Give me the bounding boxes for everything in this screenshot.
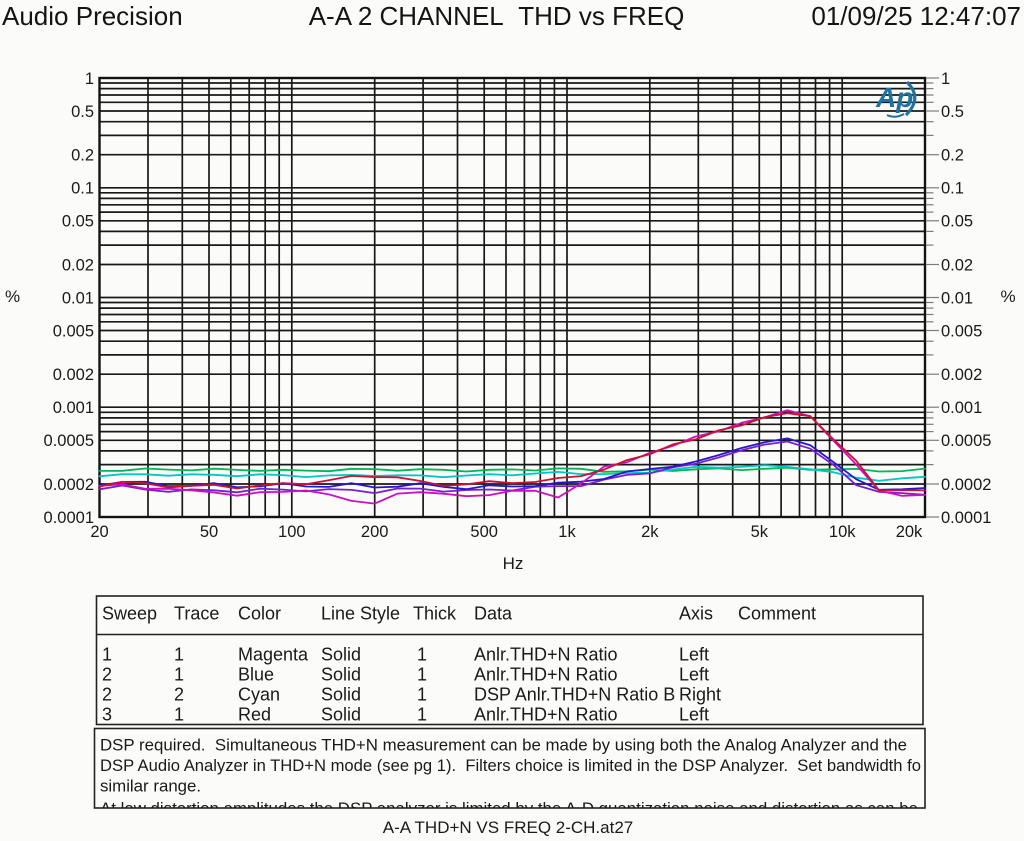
svg-text:1: 1	[417, 685, 427, 705]
svg-text:Anlr.THD+N Ratio: Anlr.THD+N Ratio	[474, 645, 618, 665]
svg-text:Color: Color	[238, 604, 281, 624]
svg-text:0.0005: 0.0005	[941, 432, 991, 450]
svg-text:200: 200	[361, 523, 389, 541]
svg-text:0.1: 0.1	[71, 180, 94, 198]
svg-text:1: 1	[102, 645, 112, 665]
svg-text:0.05: 0.05	[62, 213, 94, 231]
svg-text:20: 20	[90, 523, 108, 541]
svg-text:3: 3	[102, 705, 112, 725]
svg-text:%: %	[5, 287, 20, 306]
svg-text:DSP Audio Analyzer in THD+N mo: DSP Audio Analyzer in THD+N mode (see pg…	[100, 756, 921, 775]
svg-text:%: %	[1000, 287, 1015, 306]
svg-text:0.0002: 0.0002	[941, 476, 991, 494]
svg-text:At low distortion amplitudes t: At low distortion amplitudes the DSP ana…	[100, 799, 918, 818]
svg-text:DSP required. Simultaneous TH: DSP required. Simultaneous THD+N measure…	[100, 736, 907, 755]
svg-text:Trace: Trace	[174, 604, 219, 624]
svg-text:0.5: 0.5	[71, 103, 94, 121]
svg-text:Left: Left	[679, 645, 709, 665]
svg-text:0.002: 0.002	[53, 366, 94, 384]
svg-text:10k: 10k	[829, 523, 856, 541]
svg-text:Anlr.THD+N Ratio: Anlr.THD+N Ratio	[474, 665, 618, 685]
svg-text:0.001: 0.001	[941, 399, 982, 417]
svg-text:1: 1	[417, 665, 427, 685]
svg-text:Data: Data	[474, 604, 513, 624]
svg-text:Blue: Blue	[238, 665, 274, 685]
svg-text:Solid: Solid	[321, 665, 361, 685]
svg-text:20k: 20k	[896, 523, 923, 541]
svg-text:0.005: 0.005	[53, 322, 94, 340]
svg-text:0.0002: 0.0002	[44, 476, 94, 494]
svg-text:Ap: Ap	[875, 82, 913, 113]
svg-text:1: 1	[417, 705, 427, 725]
svg-text:A-A THD+N VS FREQ 2-CH.at27: A-A THD+N VS FREQ 2-CH.at27	[383, 818, 634, 837]
svg-text:Left: Left	[679, 705, 709, 725]
svg-text:0.01: 0.01	[941, 289, 973, 307]
svg-text:0.2: 0.2	[71, 147, 94, 165]
svg-text:0.0005: 0.0005	[44, 432, 94, 450]
svg-text:50: 50	[200, 523, 218, 541]
svg-text:500: 500	[470, 523, 498, 541]
svg-text:2k: 2k	[641, 523, 659, 541]
svg-text:similar range.: similar range.	[100, 777, 201, 796]
svg-text:0.02: 0.02	[62, 256, 94, 274]
svg-text:1: 1	[174, 705, 184, 725]
svg-text:1k: 1k	[558, 523, 576, 541]
svg-text:0.002: 0.002	[941, 366, 982, 384]
svg-text:1: 1	[417, 645, 427, 665]
svg-text:Cyan: Cyan	[238, 685, 280, 705]
svg-text:1: 1	[85, 70, 94, 88]
svg-text:Solid: Solid	[321, 645, 361, 665]
svg-text:0.01: 0.01	[62, 289, 94, 307]
svg-text:Hz: Hz	[503, 554, 524, 573]
svg-text:Line Style: Line Style	[321, 604, 400, 624]
svg-text:1: 1	[174, 645, 184, 665]
svg-text:2: 2	[102, 665, 112, 685]
svg-text:0.5: 0.5	[941, 103, 964, 121]
svg-text:0.2: 0.2	[941, 147, 964, 165]
svg-text:01/09/25 12:47:07: 01/09/25 12:47:07	[811, 1, 1021, 31]
svg-text:Anlr.THD+N Ratio: Anlr.THD+N Ratio	[474, 705, 618, 725]
svg-text:Comment: Comment	[738, 604, 816, 624]
svg-text:2: 2	[174, 685, 184, 705]
svg-text:5k: 5k	[751, 523, 769, 541]
svg-text:2: 2	[102, 685, 112, 705]
svg-text:Magenta: Magenta	[238, 645, 309, 665]
svg-text:100: 100	[278, 523, 306, 541]
svg-text:0.02: 0.02	[941, 256, 973, 274]
svg-text:0.05: 0.05	[941, 213, 973, 231]
svg-text:0.0001: 0.0001	[941, 509, 991, 527]
svg-text:Sweep: Sweep	[102, 604, 157, 624]
svg-text:1: 1	[174, 665, 184, 685]
svg-text:Red: Red	[238, 705, 271, 725]
svg-text:0.005: 0.005	[941, 322, 982, 340]
svg-text:DSP Anlr.THD+N Ratio B: DSP Anlr.THD+N Ratio B	[474, 685, 675, 705]
svg-text:0.1: 0.1	[941, 180, 964, 198]
svg-text:Thick: Thick	[413, 604, 457, 624]
svg-text:Axis: Axis	[679, 604, 713, 624]
svg-text:1: 1	[941, 70, 950, 88]
svg-text:Left: Left	[679, 665, 709, 685]
svg-text:Solid: Solid	[321, 705, 361, 725]
svg-text:A-A 2 CHANNEL THD vs FREQ: A-A 2 CHANNEL THD vs FREQ	[309, 1, 685, 31]
svg-text:0.0001: 0.0001	[44, 509, 94, 527]
svg-text:Right: Right	[679, 685, 721, 705]
svg-text:Audio Precision: Audio Precision	[2, 1, 183, 31]
svg-text:0.001: 0.001	[53, 399, 94, 417]
svg-text:Solid: Solid	[321, 685, 361, 705]
